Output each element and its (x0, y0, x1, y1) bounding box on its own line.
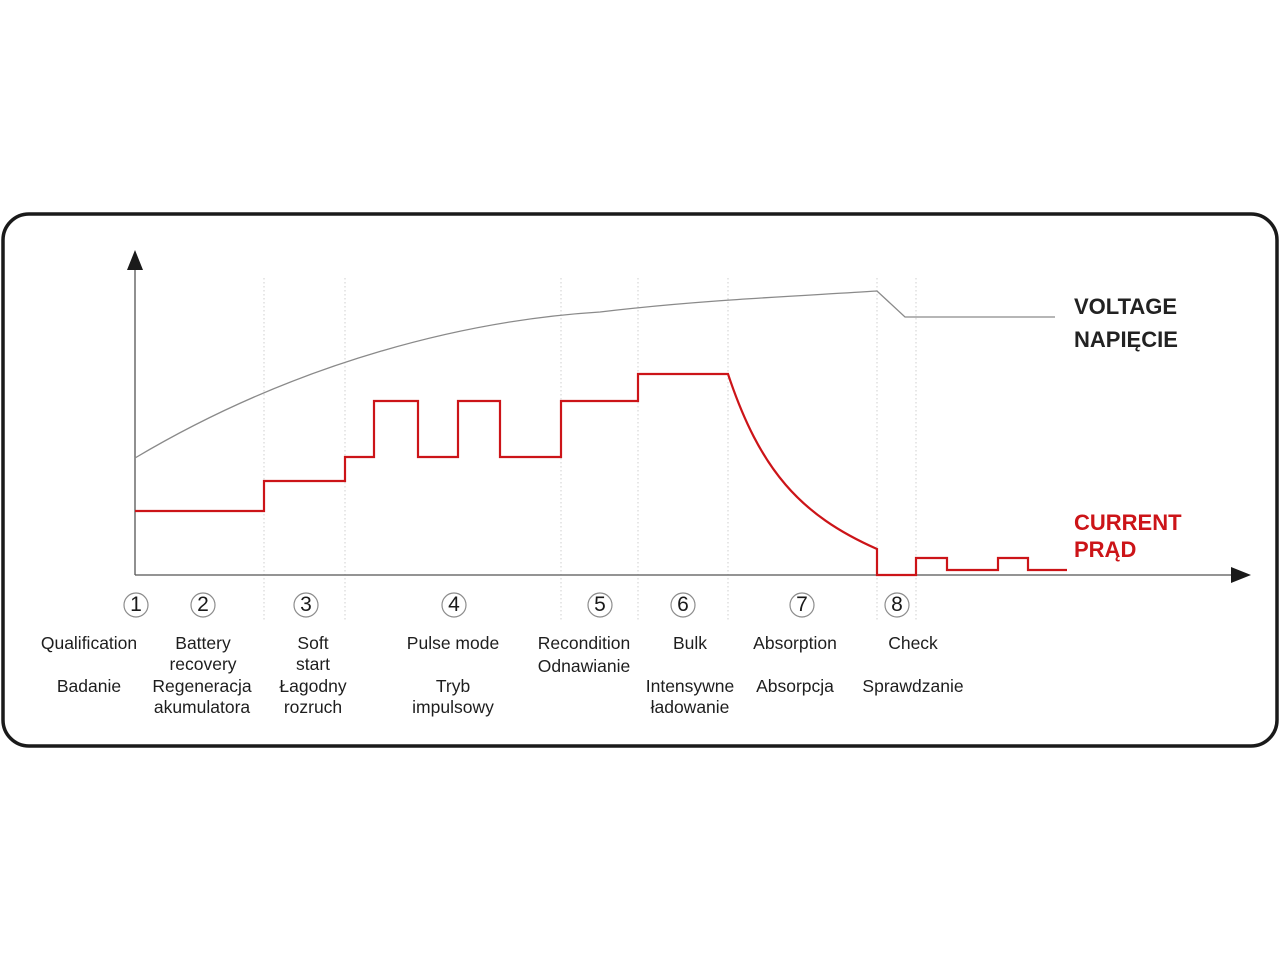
stage-marker (670, 592, 696, 618)
voltage-curve (134, 290, 1055, 459)
diagram-frame (1, 212, 1279, 748)
stage-separators (263, 278, 917, 622)
stage-5-name-en: Recondition (537, 633, 631, 653)
stage-6-name-en: Bulk (672, 633, 708, 653)
stage-marker (190, 592, 216, 618)
voltage-label-en: VOLTAGE (1074, 294, 1178, 319)
stage-4-number: 4 (448, 593, 460, 616)
stage-7-number: 7 (796, 593, 808, 616)
stage-7-name-en: Absorption (753, 633, 837, 653)
stage-6-name-pl: Intensywne ładowanie (645, 676, 735, 717)
current-label-en: CURRENT (1074, 510, 1182, 535)
current-curve (135, 372, 1067, 577)
stage-7-name-pl: Absorpcja (756, 676, 834, 696)
stage-4-name-en: Pulse mode (406, 633, 500, 653)
stage-2-name-en: Battery recovery (169, 633, 237, 674)
stage-marker (884, 592, 910, 618)
stage-5-name-pl: Odnawianie (537, 656, 631, 676)
stage-3-name-en: Soft start (295, 633, 331, 674)
current-label-pl: PRĄD (1074, 537, 1137, 562)
stage-markers (123, 592, 910, 618)
stage-8-name-en: Check (888, 633, 938, 653)
stage-5-number: 5 (594, 593, 606, 616)
stage-2-name-pl: Regeneracja akumulatora (152, 676, 252, 717)
stage-marker (789, 592, 815, 618)
stage-1-name-pl: Badanie (56, 676, 122, 696)
stage-marker (441, 592, 467, 618)
voltage-label-pl: NAPIĘCIE (1074, 327, 1178, 352)
y-axis-arrow (127, 250, 143, 270)
axes (127, 250, 1251, 583)
stage-8-number: 8 (891, 593, 903, 616)
stage-6-number: 6 (677, 593, 689, 616)
x-axis-arrow (1231, 567, 1251, 583)
stage-4-name-pl: Tryb impulsowy (412, 676, 494, 717)
stage-marker (123, 592, 149, 618)
stage-2-number: 2 (197, 593, 209, 616)
stage-3-name-pl: Łagodny rozruch (279, 676, 347, 717)
stage-3-number: 3 (300, 593, 312, 616)
stage-8-name-pl: Sprawdzanie (862, 676, 964, 696)
stage-marker (587, 592, 613, 618)
stage-marker (293, 592, 319, 618)
stage-1-name-en: Qualification (40, 633, 138, 653)
stage-1-number: 1 (130, 593, 142, 616)
